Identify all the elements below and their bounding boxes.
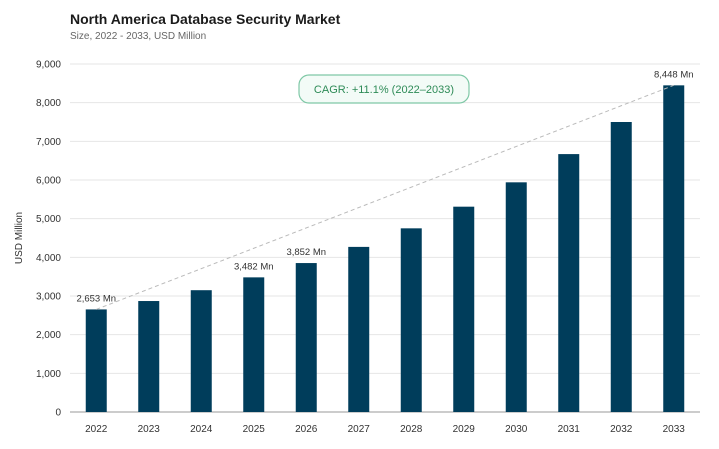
chart-subtitle: Size, 2022 - 2033, USD Million: [70, 31, 207, 42]
bar: [400, 228, 422, 412]
cagr-trend-line: [96, 84, 674, 310]
bar: [295, 263, 317, 412]
x-tick-label: 2023: [138, 424, 161, 435]
bar: [453, 206, 475, 412]
x-axis: 2022 2023 2024 2025 2026 2027 2028 2029 2030 2031…: [85, 424, 685, 435]
data-label: 8,448 Mn: [654, 69, 694, 80]
y-tick-label: 8,000: [36, 98, 61, 109]
y-tick-label: 3,000: [36, 292, 61, 303]
x-tick-label: 2027: [348, 424, 371, 435]
y-tick-label: 7,000: [36, 137, 61, 148]
y-tick-label: 2,000: [36, 330, 61, 341]
cagr-annotation: CAGR: +11.1% (2022–2033): [298, 74, 470, 104]
y-tick-label: 4,000: [36, 253, 61, 264]
x-tick-label: 2030: [505, 424, 528, 435]
x-tick-label: 2028: [400, 424, 423, 435]
cagr-badge: [298, 74, 470, 104]
y-tick-label: 5,000: [36, 214, 61, 225]
y-tick-label: 6,000: [36, 176, 61, 187]
bar: [558, 154, 580, 413]
bar: [505, 182, 527, 412]
bar: [348, 246, 370, 412]
bar: [85, 309, 107, 412]
bar: [138, 301, 160, 412]
x-tick-label: 2025: [243, 424, 266, 435]
x-tick-label: 2029: [453, 424, 476, 435]
data-label: 3,482 Mn: [234, 261, 274, 272]
y-axis: 0 1,000 2,000 3,000 4,000 5,000 6,000 7,000 8,00…: [36, 60, 61, 419]
data-label: 2,653 Mn: [76, 293, 116, 304]
x-tick-label: 2024: [190, 424, 213, 435]
y-axis-label: USD Million: [14, 212, 25, 264]
data-labels: 2,653 Mn 3,482 Mn 3,852 Mn 8,448 Mn: [76, 69, 693, 304]
chart-title: North America Database Security Market: [70, 11, 341, 27]
y-tick-label: 9,000: [36, 60, 61, 71]
x-tick-label: 2022: [85, 424, 108, 435]
bar: [190, 290, 212, 412]
x-tick-label: 2026: [295, 424, 318, 435]
gridlines: [70, 63, 700, 413]
x-tick-label: 2033: [663, 424, 686, 435]
cagr-text: CAGR: +11.1% (2022–2033): [314, 84, 454, 96]
x-tick-label: 2031: [558, 424, 581, 435]
y-tick-label: 1,000: [36, 369, 61, 380]
x-tick-label: 2032: [610, 424, 633, 435]
data-label: 3,852 Mn: [286, 247, 326, 258]
bar: [663, 85, 685, 413]
bar: [243, 277, 265, 412]
y-tick-label: 0: [55, 408, 61, 419]
bar: [610, 122, 632, 412]
bars: [85, 85, 685, 413]
